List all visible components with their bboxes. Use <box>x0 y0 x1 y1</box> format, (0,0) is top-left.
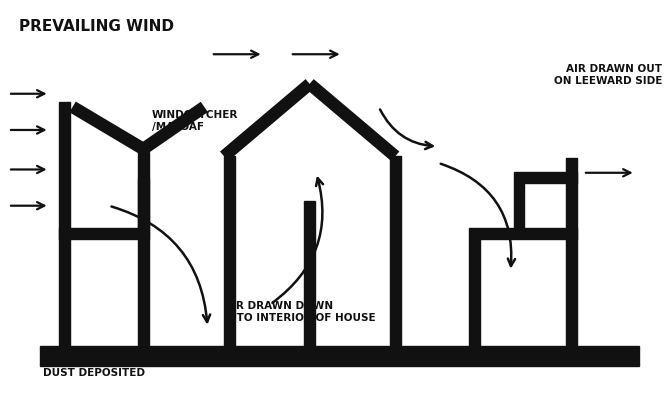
Bar <box>566 158 577 346</box>
Bar <box>138 178 149 346</box>
Bar <box>469 239 480 346</box>
Bar <box>304 201 315 346</box>
Bar <box>138 153 149 228</box>
Bar <box>224 156 235 346</box>
Bar <box>390 156 401 346</box>
Bar <box>59 102 70 346</box>
Text: PREVAILING WIND: PREVAILING WIND <box>19 19 173 34</box>
Bar <box>59 228 149 239</box>
Text: WINDCATCHER
/MALOAF: WINDCATCHER /MALOAF <box>152 110 238 132</box>
Text: AIR DRAWN DOWN
INTO INTERIOR OF HOUSE: AIR DRAWN DOWN INTO INTERIOR OF HOUSE <box>224 301 376 323</box>
Text: AIR DRAWN OUT
ON LEEWARD SIDE: AIR DRAWN OUT ON LEEWARD SIDE <box>554 64 662 86</box>
Bar <box>514 172 577 183</box>
Text: DUST DEPOSITED: DUST DEPOSITED <box>43 368 145 378</box>
Bar <box>469 228 577 239</box>
Bar <box>40 346 639 366</box>
Bar <box>514 183 524 228</box>
